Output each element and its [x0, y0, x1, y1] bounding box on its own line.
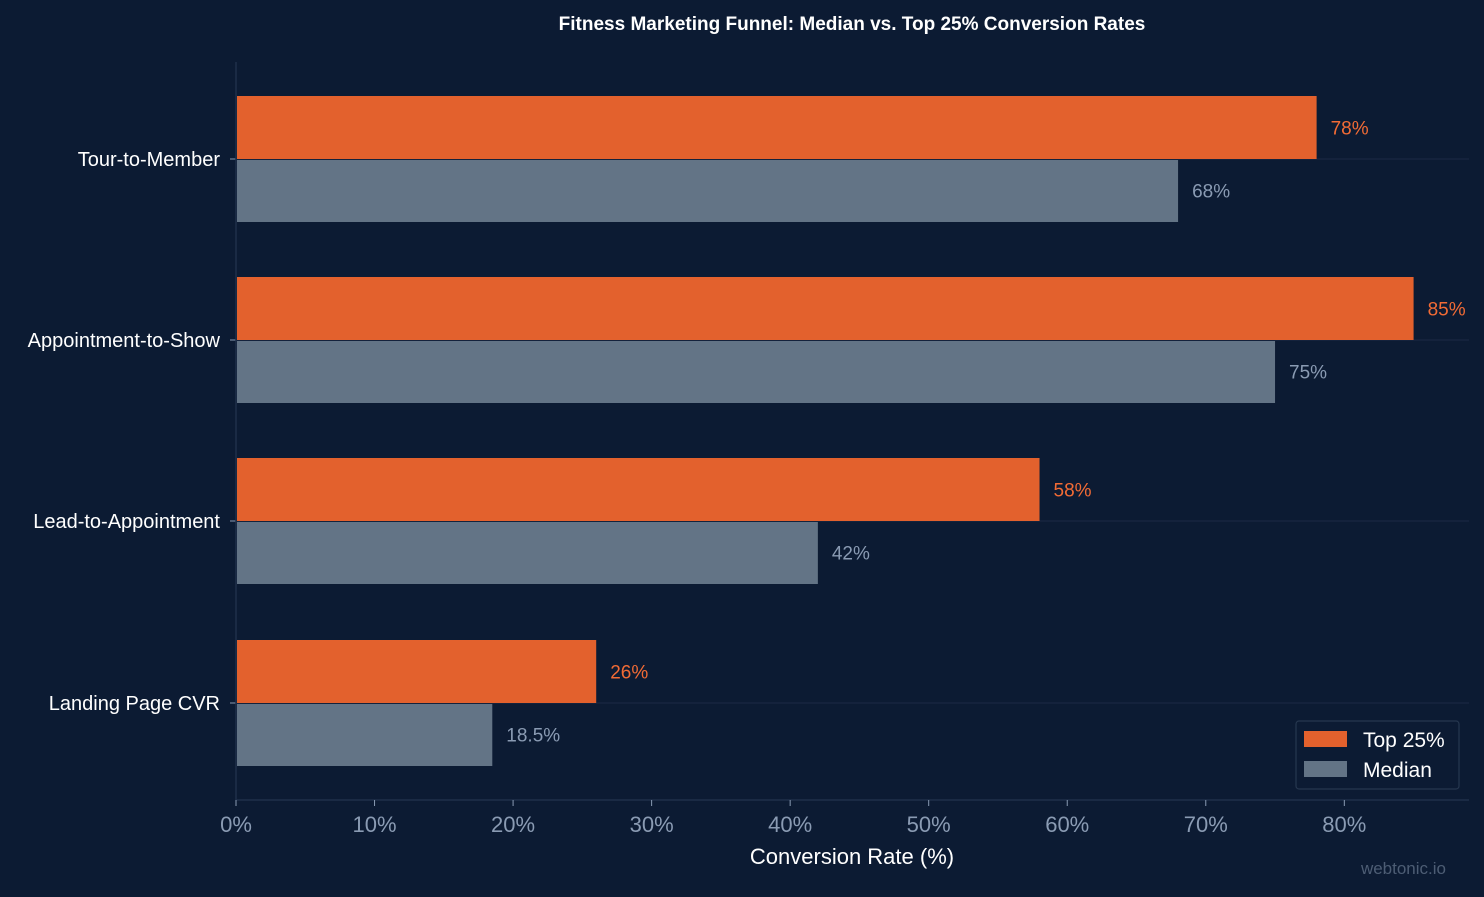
legend-swatch — [1304, 731, 1347, 747]
bar-median — [237, 704, 493, 766]
bar-median — [237, 341, 1276, 403]
legend-label: Median — [1363, 759, 1432, 782]
category-labels: Tour-to-Member Appointment-to-Show Lead-to… — [28, 149, 221, 715]
value-label-top-25: 85% — [1428, 300, 1466, 321]
value-label-median: 18.5% — [506, 726, 560, 747]
axes — [230, 62, 1469, 801]
x-tick-label: 20% — [491, 812, 535, 837]
x-ticks: 0% 10% 20% 30% 40% 50% 60% 70% 80% — [220, 800, 1366, 837]
bar-median — [237, 522, 818, 584]
category-label: Appointment-to-Show — [28, 330, 221, 352]
legend-label: Top 25% — [1363, 729, 1445, 752]
x-tick-label: 70% — [1184, 812, 1228, 837]
bar-median — [237, 160, 1179, 222]
value-labels: 78% 68% 85% 75% 58% 42% 26% 18.5% — [506, 119, 1465, 747]
grid-lines — [236, 158, 1469, 704]
bars — [237, 96, 1414, 766]
x-tick-label: 80% — [1322, 812, 1366, 837]
value-label-top-25: 78% — [1331, 119, 1369, 140]
bar-top-25 — [237, 640, 597, 703]
x-tick-label: 30% — [630, 812, 674, 837]
x-tick-label: 50% — [907, 812, 951, 837]
legend-swatch — [1304, 761, 1347, 777]
value-label-top-25: 26% — [610, 663, 648, 684]
category-label: Landing Page CVR — [49, 693, 220, 715]
bar-top-25 — [237, 277, 1414, 340]
x-tick-label: 40% — [768, 812, 812, 837]
value-label-median: 75% — [1289, 363, 1327, 384]
watermark: webtonic.io — [1360, 859, 1446, 878]
bar-top-25 — [237, 96, 1317, 159]
category-label: Lead-to-Appointment — [33, 511, 220, 533]
bar-top-25 — [237, 458, 1040, 521]
x-tick-label: 60% — [1045, 812, 1089, 837]
value-label-median: 68% — [1192, 182, 1230, 203]
x-axis-title: Conversion Rate (%) — [750, 844, 954, 869]
x-tick-label: 10% — [353, 812, 397, 837]
category-label: Tour-to-Member — [78, 149, 221, 171]
value-label-top-25: 58% — [1054, 481, 1092, 502]
value-label-median: 42% — [832, 544, 870, 565]
x-tick-label: 0% — [220, 812, 252, 837]
legend: Top 25% Median — [1295, 720, 1460, 790]
chart-title: Fitness Marketing Funnel: Median vs. Top… — [559, 14, 1146, 35]
